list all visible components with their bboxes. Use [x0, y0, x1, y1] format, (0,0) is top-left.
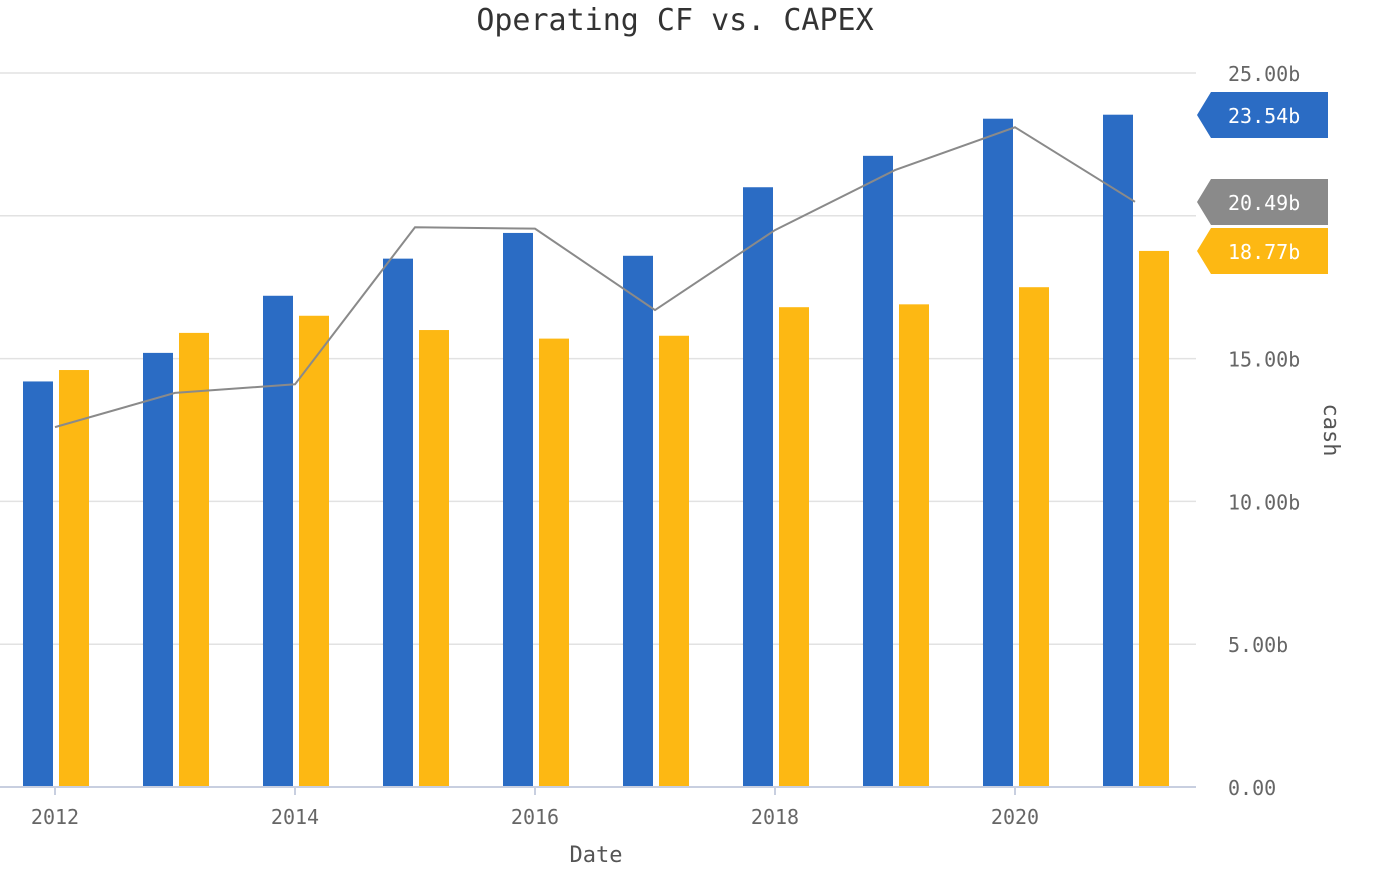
x-tick-label: 2016 [511, 805, 559, 829]
bar [263, 295, 293, 787]
chart-title: Operating CF vs. CAPEX [476, 3, 873, 38]
last-value-tag [1197, 92, 1328, 138]
x-tick-label: 2020 [991, 805, 1039, 829]
x-tick-label: 2018 [751, 805, 799, 829]
x-axis-label: Date [570, 843, 623, 868]
bar [1019, 287, 1049, 787]
bar [383, 258, 413, 787]
y-tick-label: 5.00b [1228, 633, 1288, 657]
bar [899, 304, 929, 787]
last-value-tag-label: 23.54b [1228, 104, 1300, 128]
bar [299, 315, 329, 787]
bar [419, 330, 449, 787]
y-tick-label: 0.00 [1228, 776, 1276, 800]
bar [1139, 250, 1169, 787]
bar [539, 338, 569, 787]
x-tick-label: 2012 [31, 805, 79, 829]
bar [59, 370, 89, 787]
last-value-tag-label: 20.49b [1228, 191, 1300, 215]
y-tick-label: 15.00b [1228, 348, 1300, 372]
bar [1103, 114, 1133, 787]
last-value-tag [1197, 228, 1328, 274]
bar [863, 155, 893, 788]
x-tick-label: 2014 [271, 805, 319, 829]
last-value-tags: 23.54b 20.49b 18.77b [1197, 92, 1328, 274]
bar [503, 232, 533, 787]
y-tick-label: 25.00b [1228, 62, 1300, 86]
axes-group: 0.00 5.00b 10.00b 15.00b 25.00b 2012 2014 2016 2… [0, 62, 1300, 829]
bar [623, 255, 653, 787]
bar [659, 335, 689, 787]
last-value-tag-label: 18.77b [1228, 240, 1300, 264]
y-tick-label: 10.00b [1228, 490, 1300, 514]
bar [23, 381, 53, 787]
bar [743, 187, 773, 788]
bar [983, 118, 1013, 788]
y-axis-label: cash [1318, 404, 1343, 457]
bar [143, 352, 173, 787]
bars-group [23, 114, 1169, 788]
line-series-group [54, 126, 1136, 429]
bar [179, 332, 209, 787]
line-series [54, 126, 1136, 429]
bar [779, 307, 809, 787]
last-value-tag [1197, 179, 1328, 225]
